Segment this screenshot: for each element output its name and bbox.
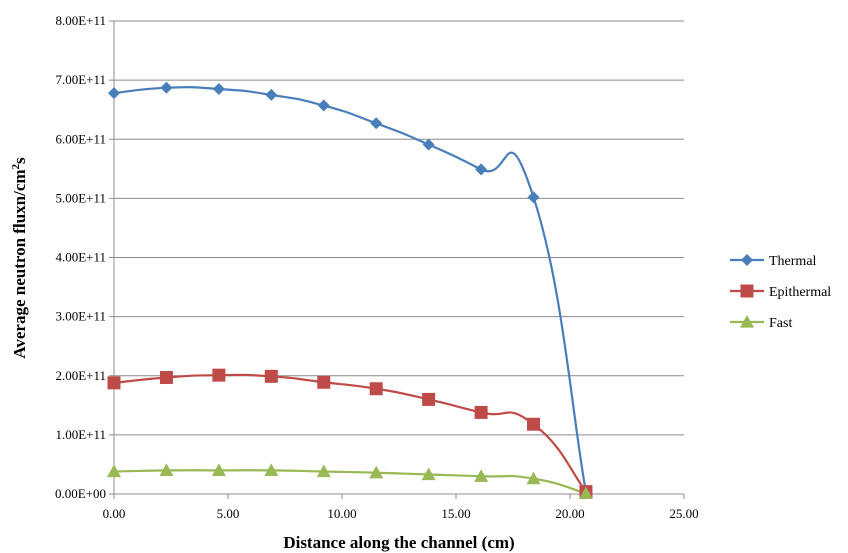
data-point-thermal: [422, 138, 435, 151]
y-tick-labels: 0.00E+00 1.00E+11 2.00E+11 3.00E+11 4.00E+11…: [55, 13, 106, 501]
x-tick-label: 25.00: [669, 506, 698, 521]
y-axis-title-superscript: 2: [10, 163, 22, 169]
data-point-fast: [264, 463, 279, 476]
x-tick-label: 20.00: [555, 506, 584, 521]
grid-lines: [109, 20, 685, 499]
y-axis-title-main: Average neutron fluxn/cm: [10, 169, 29, 358]
x-axis-title: Distance along the channel (cm): [283, 533, 514, 552]
data-point-thermal: [370, 117, 383, 130]
legend-marker-thermal: [741, 254, 753, 266]
data-point-epithermal: [369, 382, 383, 396]
x-tick-label: 10.00: [327, 506, 356, 521]
data-point-thermal: [475, 163, 488, 176]
y-tick-label: 5.00E+11: [55, 190, 106, 205]
legend-label-thermal: Thermal: [769, 254, 817, 269]
y-tick-label: 6.00E+11: [55, 131, 106, 146]
y-tick-label: 1.00E+11: [55, 427, 106, 442]
data-point-thermal: [265, 88, 278, 101]
data-point-fast: [159, 463, 174, 476]
y-axis-title: Average neutron fluxn/cm2s: [10, 157, 29, 359]
legend-marker-epithermal: [740, 284, 754, 298]
data-point-epithermal: [527, 417, 541, 431]
data-point-fast: [211, 463, 226, 476]
series-lines: [113, 86, 588, 495]
data-point-epithermal: [264, 369, 278, 383]
y-axis-title-tail: s: [10, 157, 29, 164]
data-point-thermal: [527, 191, 540, 204]
legend-marker-fast: [740, 315, 754, 328]
data-point-epithermal: [159, 371, 173, 385]
data-point-fast: [421, 467, 436, 481]
data-point-thermal: [108, 87, 120, 100]
data-point-fast: [526, 471, 541, 485]
data-point-fast: [369, 465, 384, 479]
series-line-thermal: [113, 86, 588, 493]
legend-item-thermal: Thermal: [730, 254, 817, 269]
data-point-epithermal: [212, 368, 226, 382]
legend-item-fast: Fast: [730, 315, 792, 331]
y-tick-label: 7.00E+11: [55, 72, 106, 87]
y-tick-label: 0.00E+00: [55, 486, 106, 501]
data-point-epithermal: [317, 375, 331, 389]
legend-item-epithermal: Epithermal: [730, 284, 831, 300]
y-tick-label: 2.00E+11: [55, 368, 106, 383]
data-point-thermal: [317, 99, 330, 112]
legend: Thermal Epithermal Fast: [730, 254, 831, 331]
data-point-fast: [316, 464, 331, 478]
series-line-fast: [113, 469, 587, 495]
legend-label-fast: Fast: [769, 316, 792, 331]
data-point-epithermal: [107, 376, 121, 390]
legend-label-epithermal: Epithermal: [769, 285, 831, 300]
y-tick-label: 8.00E+11: [55, 13, 106, 28]
x-tick-label: 5.00: [217, 506, 240, 521]
x-tick-label: 0.00: [103, 506, 126, 521]
series-markers: [107, 81, 593, 500]
data-point-epithermal: [422, 392, 436, 406]
data-point-thermal: [212, 82, 225, 95]
x-tick-label: 15.00: [441, 506, 470, 521]
data-point-epithermal: [474, 405, 488, 419]
data-point-fast: [578, 486, 593, 500]
data-point-thermal: [160, 81, 173, 94]
series-line-epithermal: [113, 373, 587, 493]
data-point-fast: [107, 464, 121, 478]
x-tick-labels: 0.00 5.00 10.00 15.00 20.00 25.00: [103, 506, 699, 521]
data-point-fast: [474, 469, 489, 482]
y-tick-label: 3.00E+11: [55, 309, 106, 324]
y-tick-label: 4.00E+11: [55, 250, 106, 265]
